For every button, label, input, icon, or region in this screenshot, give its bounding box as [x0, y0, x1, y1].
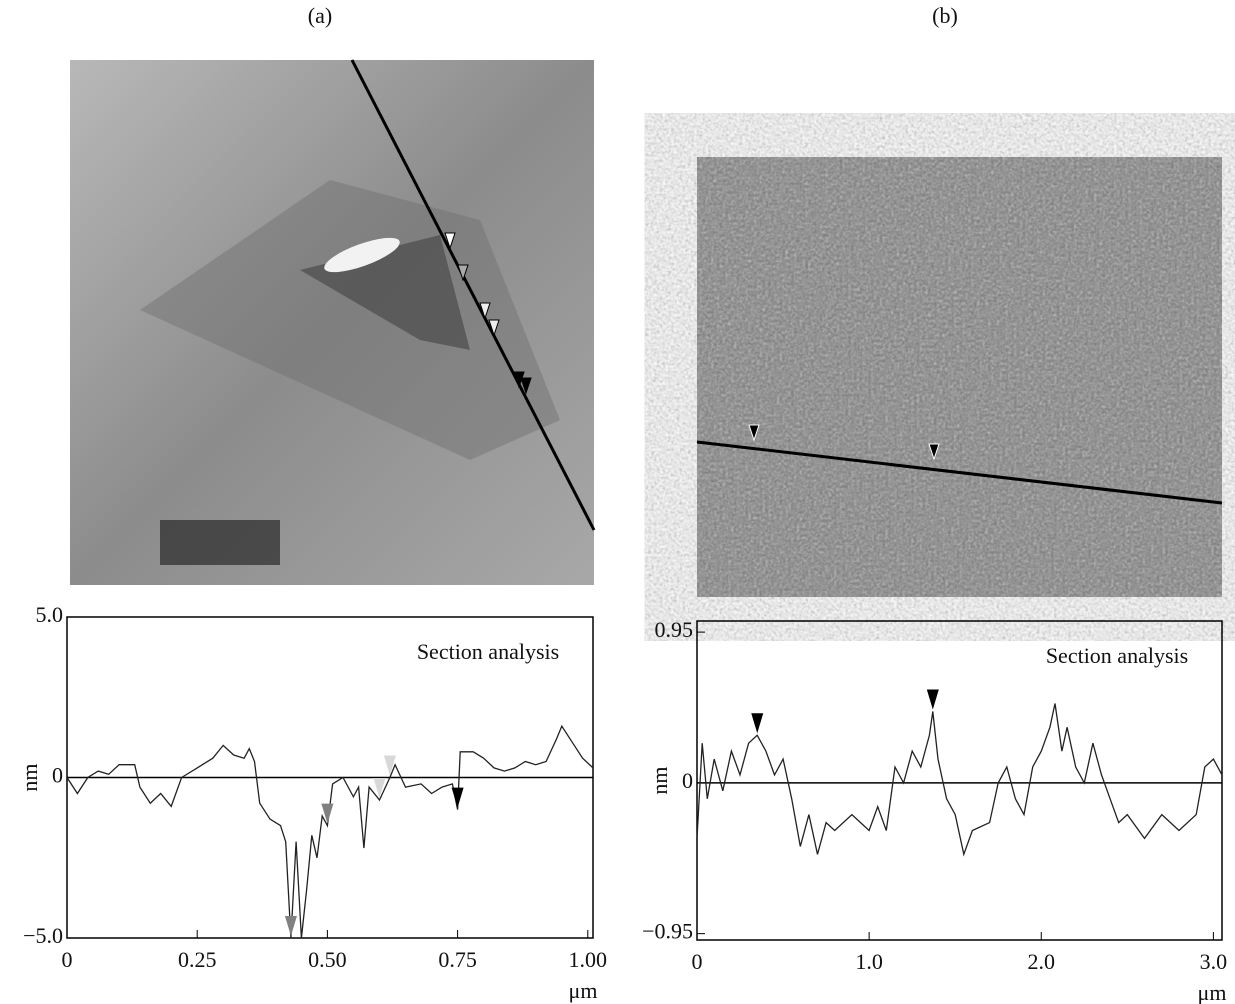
profile-line — [66, 724, 594, 939]
cursor-marker — [926, 689, 939, 710]
annotation: Section analysis — [1046, 643, 1188, 668]
y-tick-label: −5.0 — [23, 923, 63, 948]
y-tick-label: 0.95 — [655, 617, 694, 642]
panel-label: (b) — [932, 3, 958, 28]
x-tick-label: 0.50 — [308, 947, 347, 972]
x-tick-label: 1.0 — [855, 949, 883, 974]
cursor-marker — [321, 803, 334, 824]
y-tick-label: 0 — [682, 768, 693, 793]
cursor-marker — [751, 713, 764, 734]
y-tick-label: −0.95 — [642, 919, 693, 944]
panel-label: (a) — [308, 3, 332, 28]
cursor-marker — [383, 755, 396, 776]
x-tick-label: 0.75 — [438, 947, 477, 972]
x-tick-label: 3.0 — [1200, 949, 1228, 974]
cursor-marker — [284, 916, 297, 936]
profile-line — [696, 703, 1223, 857]
x-tick-label: 0.25 — [178, 947, 217, 972]
x-axis-unit: μm — [1198, 980, 1227, 1004]
afm-image-a — [70, 59, 596, 585]
x-tick-label: 1.00 — [569, 947, 608, 972]
x-tick-label: 2.0 — [1028, 949, 1056, 974]
y-tick-label: 5.0 — [36, 602, 64, 627]
x-tick-label: 0 — [692, 949, 703, 974]
afm-image-b — [696, 157, 1223, 597]
x-axis-unit: μm — [569, 978, 598, 1003]
annotation: Section analysis — [417, 639, 559, 664]
y-axis-label: nm — [17, 763, 42, 791]
x-tick-label: 0 — [62, 947, 73, 972]
cursor-marker — [373, 777, 386, 798]
cursor-marker — [451, 787, 464, 808]
y-tick-label: 0 — [52, 763, 63, 788]
y-axis-label: nm — [647, 766, 672, 794]
plot-frame — [696, 620, 1223, 941]
